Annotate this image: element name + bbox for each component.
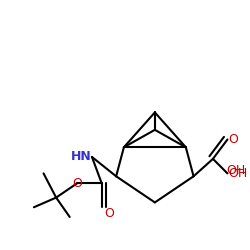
- Text: O: O: [229, 133, 238, 146]
- Text: OH: OH: [229, 167, 248, 180]
- Text: O: O: [104, 207, 114, 220]
- Text: HN: HN: [71, 150, 92, 164]
- Text: OH: OH: [226, 164, 246, 177]
- Text: O: O: [72, 176, 82, 190]
